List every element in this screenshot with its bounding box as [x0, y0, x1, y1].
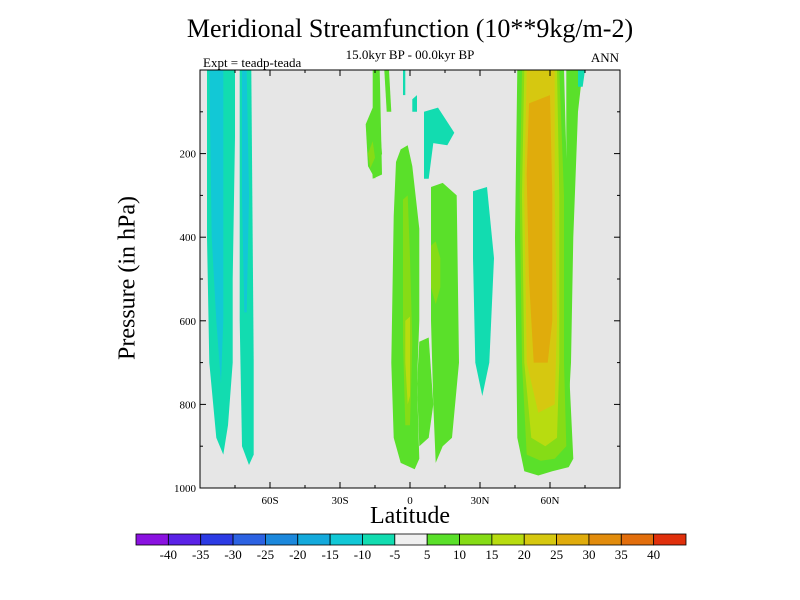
contour-regions: [207, 70, 585, 476]
colorbar-swatch: [167, 533, 202, 546]
contour-region-level-neg15: [242, 70, 249, 313]
colorbar-label: -35: [192, 547, 209, 562]
x-tick-label: 30N: [471, 495, 490, 507]
chart-title: Meridional Streamfunction (10**9kg/m-2): [186, 14, 634, 43]
y-tick-label: 400: [180, 232, 197, 244]
colorbar-swatch: [459, 533, 493, 546]
colorbar-label: 15: [485, 547, 498, 562]
colorbar-swatch: [265, 533, 299, 546]
colorbar-swatch: [491, 533, 525, 546]
colorbar-label: 35: [615, 547, 628, 562]
contour-region-level-5: [384, 70, 392, 112]
colorbar-label: -5: [389, 547, 400, 562]
colorbar-swatch: [135, 533, 169, 546]
colorbar-label: -20: [289, 547, 306, 562]
contour-region-level-25: [526, 95, 553, 363]
colorbar-label: 40: [647, 547, 660, 562]
x-axis-label: Latitude: [370, 503, 450, 529]
colorbar-swatch: [588, 533, 622, 546]
colorbar-label: 10: [453, 547, 466, 562]
colorbar-swatch: [232, 533, 266, 546]
colorbar-swatch: [620, 533, 655, 546]
colorbar-label: 20: [518, 547, 531, 562]
colorbar: -40 -35 -30 -25 -20 -15 -10 -5 5 10 15 20 25 30 35 40: [135, 533, 687, 562]
colorbar-swatch: [394, 533, 428, 546]
y-tick-label: 600: [180, 316, 197, 328]
contour-region-level-neg15: [209, 70, 224, 384]
colorbar-swatch: [426, 533, 460, 546]
contour-region-level-10: [431, 241, 441, 305]
axis-ticks: 60S 30S 0 30N 60N 200 400 600 800 1000: [174, 70, 621, 507]
contour-region-level-5: [417, 337, 434, 447]
contour-region-level-neg10: [473, 187, 494, 396]
colorbar-swatch: [329, 533, 363, 546]
contour-region-level-neg10: [424, 107, 455, 179]
contour-region-level-10: [368, 141, 375, 169]
colorbar-label: -40: [160, 547, 177, 562]
colorbar-swatch: [523, 533, 557, 546]
colorbar-swatch: [653, 533, 687, 546]
x-tick-label: 30S: [331, 495, 348, 507]
colorbar-swatch: [362, 533, 396, 546]
contour-region-level-5: [566, 70, 583, 405]
colorbar-label: -15: [321, 547, 338, 562]
y-tick-label: 1000: [174, 483, 197, 495]
chart-subtitle: 15.0kyr BP - 00.0kyr BP: [345, 47, 475, 62]
x-tick-label: 0: [407, 495, 413, 507]
colorbar-swatch: [556, 533, 590, 546]
colorbar-label: 25: [550, 547, 563, 562]
contour-region-level-neg10: [578, 70, 585, 87]
season-label: ANN: [590, 50, 619, 65]
colorbar-label: 5: [424, 547, 431, 562]
colorbar-swatch: [297, 533, 331, 546]
colorbar-swatch: [200, 533, 234, 546]
colorbar-label: -30: [224, 547, 241, 562]
x-tick-label: 60N: [541, 495, 560, 507]
contour-region-level-neg10: [403, 70, 406, 96]
colorbar-label: -25: [257, 547, 274, 562]
experiment-label: Expt = teadp-teada: [203, 55, 302, 70]
colorbar-label: 30: [582, 547, 595, 562]
y-tick-label: 200: [180, 149, 197, 161]
contour-region-level-15: [405, 316, 410, 405]
contour-region-level-neg10: [412, 95, 417, 112]
y-tick-label: 800: [180, 399, 197, 411]
x-tick-label: 60S: [261, 495, 278, 507]
colorbar-label: -10: [354, 547, 371, 562]
